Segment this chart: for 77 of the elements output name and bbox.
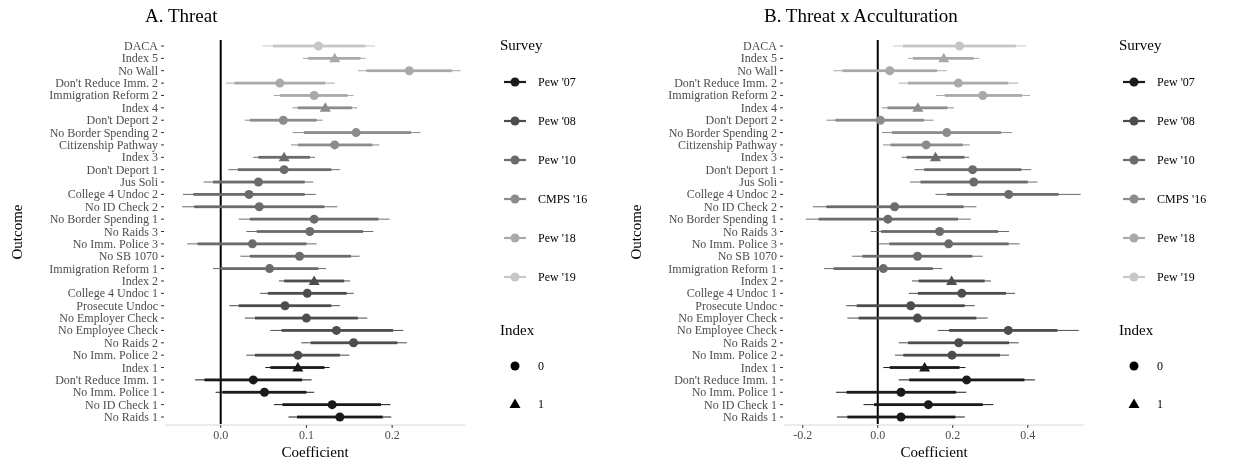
- legend-title: Survey: [1119, 37, 1162, 53]
- y-tick-label: Don't Reduce Imm. 2: [55, 76, 158, 91]
- y-tick-label: Don't Deport 2: [86, 113, 158, 128]
- y-tick-label: No Imm. Police 3: [72, 236, 158, 251]
- x-tick-label: 0.0: [870, 428, 886, 442]
- y-tick-label: Don't Deport 2: [705, 113, 777, 128]
- legend-label: Pew '07: [538, 75, 576, 89]
- y-tick-label: Don't Reduce Imm. 1: [674, 372, 777, 387]
- y-tick-label: No Wall: [737, 63, 778, 78]
- legend-label: CMPS '16: [1157, 192, 1207, 206]
- y-tick-label: Immigration Reform 1: [668, 261, 777, 276]
- y-tick-label: No SB 1070: [717, 249, 777, 264]
- y-tick-label: College 4 Undoc 1: [67, 286, 158, 301]
- y-tick-label: No Raids 1: [104, 410, 158, 424]
- y-tick-label: Index 5: [740, 51, 777, 66]
- legend-label: Pew '08: [538, 114, 576, 128]
- y-tick-label: No ID Check 1: [704, 397, 777, 412]
- y-axis-title: Outcome: [628, 204, 644, 260]
- legend-label: Pew '10: [538, 153, 576, 167]
- y-tick-label: No Border Spending 1: [49, 212, 158, 227]
- x-axis-title: Coefficient: [900, 444, 969, 460]
- x-tick-label: 0.2: [945, 428, 961, 442]
- y-tick-label: Index 4: [740, 100, 777, 115]
- y-tick-label: Index 1: [740, 360, 777, 375]
- y-axis-title: Outcome: [9, 204, 25, 260]
- y-tick-label: Don't Reduce Imm. 2: [674, 76, 777, 91]
- y-tick-label: No Employer Check: [59, 311, 158, 326]
- legend-label: Pew '07: [1157, 75, 1195, 89]
- text: 0: [538, 359, 544, 373]
- y-tick-label: College 4 Undoc 1: [686, 286, 777, 301]
- legend-label: Pew '18: [1157, 231, 1195, 245]
- legend-label: Pew '10: [1157, 153, 1195, 167]
- text: 0: [1157, 359, 1163, 373]
- legend-label: Pew '19: [538, 270, 576, 284]
- x-tick-label: 0.1: [298, 428, 314, 442]
- y-tick-label: No Imm. Police 1: [691, 385, 777, 400]
- y-tick-label: No Imm. Police 2: [72, 348, 158, 363]
- y-tick-label: College 4 Undoc 2: [686, 187, 777, 202]
- y-tick-label: Don't Deport 1: [705, 162, 777, 177]
- text: 1: [538, 397, 544, 411]
- chart-title: A. Threat: [145, 5, 219, 26]
- legend-title: Survey: [500, 37, 543, 53]
- legend-label: Pew '08: [1157, 114, 1195, 128]
- y-tick-label: Immigration Reform 2: [49, 88, 158, 103]
- y-tick-label: No Wall: [118, 63, 159, 78]
- y-tick-label: Index 2: [740, 273, 777, 288]
- x-tick-label: 0.2: [384, 428, 400, 442]
- y-tick-label: Index 4: [121, 100, 158, 115]
- text: 1: [1157, 397, 1163, 411]
- text: Index: [1119, 322, 1154, 338]
- y-tick-label: Immigration Reform 1: [49, 261, 158, 276]
- y-tick-label: No Imm. Police 2: [691, 348, 777, 363]
- y-tick-label: Don't Reduce Imm. 1: [55, 372, 158, 387]
- legend-label: Pew '19: [1157, 270, 1195, 284]
- y-tick-label: Don't Deport 1: [86, 162, 158, 177]
- x-axis-title: Coefficient: [281, 444, 350, 460]
- chart-title: B. Threat x Acculturation: [764, 5, 959, 26]
- y-tick-label: No SB 1070: [98, 249, 158, 264]
- y-tick-label: No ID Check 1: [85, 397, 158, 412]
- y-tick-label: No Imm. Police 3: [691, 236, 777, 251]
- legend-label: CMPS '16: [538, 192, 588, 206]
- y-tick-label: No Imm. Police 1: [72, 385, 158, 400]
- x-tick-label: -0.2: [793, 428, 813, 442]
- y-tick-label: DACA: [742, 39, 778, 53]
- y-tick-label: Index 2: [121, 273, 158, 288]
- y-tick-label: No Employer Check: [678, 311, 777, 326]
- text: Index: [500, 322, 535, 338]
- y-tick-label: Index 1: [121, 360, 158, 375]
- y-tick-label: College 4 Undoc 2: [67, 187, 158, 202]
- legend-label: Pew '18: [538, 231, 576, 245]
- y-tick-label: DACA: [123, 39, 159, 53]
- y-tick-label: No Border Spending 1: [668, 212, 777, 227]
- y-tick-label: Index 5: [121, 51, 158, 66]
- y-tick-label: No Raids 1: [723, 410, 777, 424]
- x-tick-label: 0.0: [213, 428, 229, 442]
- x-tick-label: 0.4: [1020, 428, 1036, 442]
- y-tick-label: Immigration Reform 2: [668, 88, 777, 103]
